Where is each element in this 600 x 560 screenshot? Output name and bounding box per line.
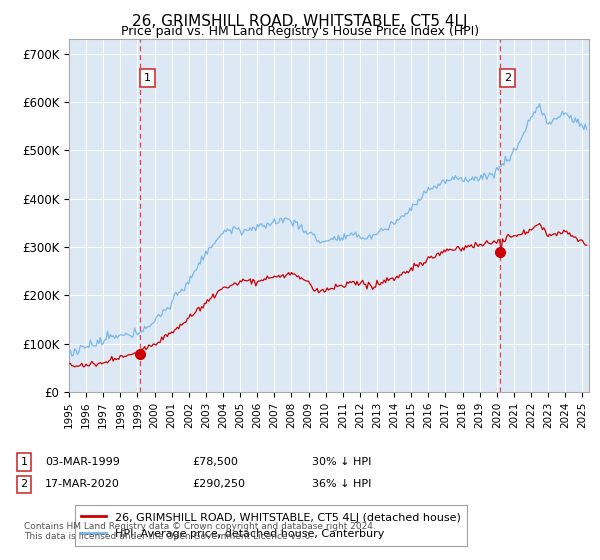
Text: Contains HM Land Registry data © Crown copyright and database right 2024.
This d: Contains HM Land Registry data © Crown c… [24,522,376,542]
Text: 1: 1 [144,73,151,83]
Text: Price paid vs. HM Land Registry's House Price Index (HPI): Price paid vs. HM Land Registry's House … [121,25,479,38]
Text: £78,500: £78,500 [192,457,238,467]
Text: £290,250: £290,250 [192,479,245,489]
Text: 2: 2 [20,479,28,489]
Text: 03-MAR-1999: 03-MAR-1999 [45,457,120,467]
Text: 1: 1 [20,457,28,467]
Text: 26, GRIMSHILL ROAD, WHITSTABLE, CT5 4LJ: 26, GRIMSHILL ROAD, WHITSTABLE, CT5 4LJ [132,14,468,29]
Text: 2: 2 [504,73,511,83]
Text: 17-MAR-2020: 17-MAR-2020 [45,479,120,489]
Legend: 26, GRIMSHILL ROAD, WHITSTABLE, CT5 4LJ (detached house), HPI: Average price, de: 26, GRIMSHILL ROAD, WHITSTABLE, CT5 4LJ … [74,505,467,545]
Text: 36% ↓ HPI: 36% ↓ HPI [312,479,371,489]
Text: 30% ↓ HPI: 30% ↓ HPI [312,457,371,467]
